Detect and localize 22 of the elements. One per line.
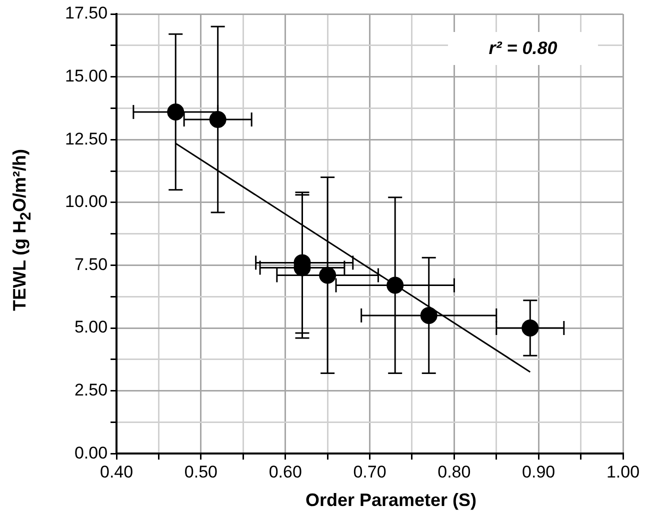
x-tick-label: 0.40 xyxy=(100,462,134,482)
y-tick-label: 15.00 xyxy=(64,66,108,86)
point xyxy=(522,320,539,336)
point xyxy=(420,306,438,324)
x-tick-label: 0.50 xyxy=(184,462,218,482)
x-tick-label: 0.70 xyxy=(353,462,386,482)
y-tick-label: 0.00 xyxy=(74,443,108,462)
x-tick-label: 0.90 xyxy=(522,462,556,482)
x-tick-label: 0.60 xyxy=(268,462,302,482)
y-tick-label: 5.00 xyxy=(74,318,108,337)
point xyxy=(167,103,184,120)
y-tick-label: 12.50 xyxy=(64,129,108,148)
point xyxy=(319,266,336,284)
y-tick-label: 17.50 xyxy=(64,4,108,23)
y-tick-label: 10.00 xyxy=(64,192,108,212)
point xyxy=(386,276,404,294)
x-tick-label: 0.80 xyxy=(438,462,471,482)
y-tick-label: 2.50 xyxy=(74,380,108,400)
y-tick-label: 7.50 xyxy=(74,254,108,274)
point xyxy=(209,111,226,128)
x-axis-title: Order Parameter (S) xyxy=(304,490,478,511)
x-tick-label: 1.00 xyxy=(606,462,640,482)
